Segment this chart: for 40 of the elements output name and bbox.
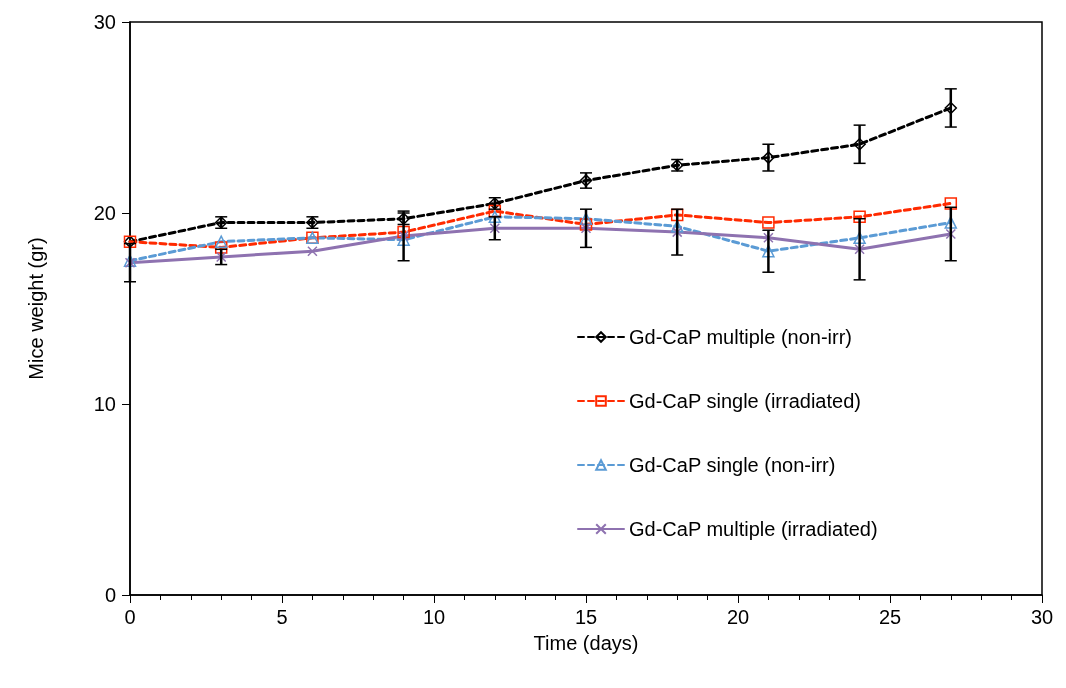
point (853, 137, 866, 151)
point (853, 231, 866, 245)
point (671, 226, 683, 238)
x-tick-label: 25 (878, 606, 902, 628)
x-tick-label: 30 (1030, 606, 1054, 628)
point (579, 212, 593, 225)
y-tick-label: 10 (93, 393, 116, 415)
y-axis-title: Mice weight (gr) (25, 237, 47, 380)
point (214, 235, 228, 248)
point (945, 228, 957, 240)
point (853, 210, 866, 224)
point (670, 220, 684, 233)
point (488, 210, 502, 224)
y-tick-label: 30 (93, 11, 116, 33)
x-tick-label: 0 (124, 606, 136, 628)
point (397, 225, 410, 239)
point (579, 218, 593, 231)
point (854, 244, 865, 255)
point (307, 245, 318, 257)
y-tick-label: 20 (93, 202, 116, 224)
point (762, 216, 775, 229)
point (763, 232, 774, 244)
legend-label: Gd-CaP multiple (non-irr) (629, 326, 853, 348)
point (944, 216, 958, 229)
point (398, 230, 409, 242)
x-tick-label: 20 (726, 606, 750, 628)
x-tick-label: 10 (422, 606, 446, 628)
x-tick-label: 15 (574, 606, 598, 628)
point (944, 197, 958, 210)
legend-label: Gd-CaP single (non-irr) (629, 454, 836, 476)
y-tick-label: 0 (104, 584, 116, 606)
point (489, 223, 501, 234)
point (944, 101, 958, 115)
point (214, 241, 228, 254)
legend-label: Gd-CaP single (irradiated) (629, 390, 861, 412)
point (580, 223, 592, 234)
legend-label: Gd-CaP multiple (irradiated) (629, 518, 878, 540)
point (762, 151, 775, 164)
x-axis-title: Time (days) (533, 632, 639, 654)
x-tick-label: 5 (276, 606, 288, 628)
